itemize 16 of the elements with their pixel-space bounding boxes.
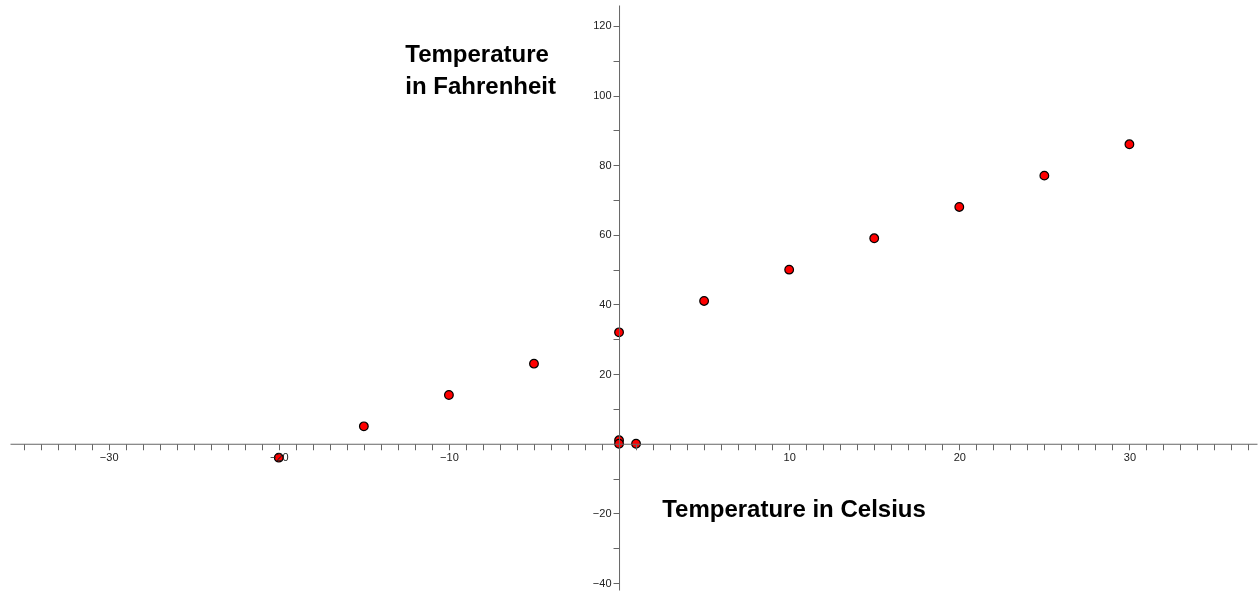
y-tick-label: 100 <box>593 89 612 102</box>
x-tick-label: −10 <box>440 451 459 464</box>
y-tick-label: 20 <box>599 367 612 380</box>
y-tick-label: −20 <box>592 506 612 519</box>
y-tick-label: 80 <box>599 158 612 171</box>
x-tick-label: −30 <box>99 451 119 464</box>
y-axis-title: Temperature in Fahrenheit <box>405 39 556 99</box>
x-tick-label: 30 <box>1123 451 1137 464</box>
x-tick-label: −20 <box>269 451 289 464</box>
x-axis-title: Temperature in Celsius <box>662 494 926 522</box>
y-tick-label: 40 <box>599 297 612 310</box>
y-tick-label: 120 <box>593 19 612 32</box>
x-tick-label: 10 <box>783 451 796 464</box>
x-tick-label: 20 <box>953 451 966 464</box>
y-tick-label: −40 <box>592 576 612 589</box>
y-tick-label: 60 <box>599 228 612 241</box>
